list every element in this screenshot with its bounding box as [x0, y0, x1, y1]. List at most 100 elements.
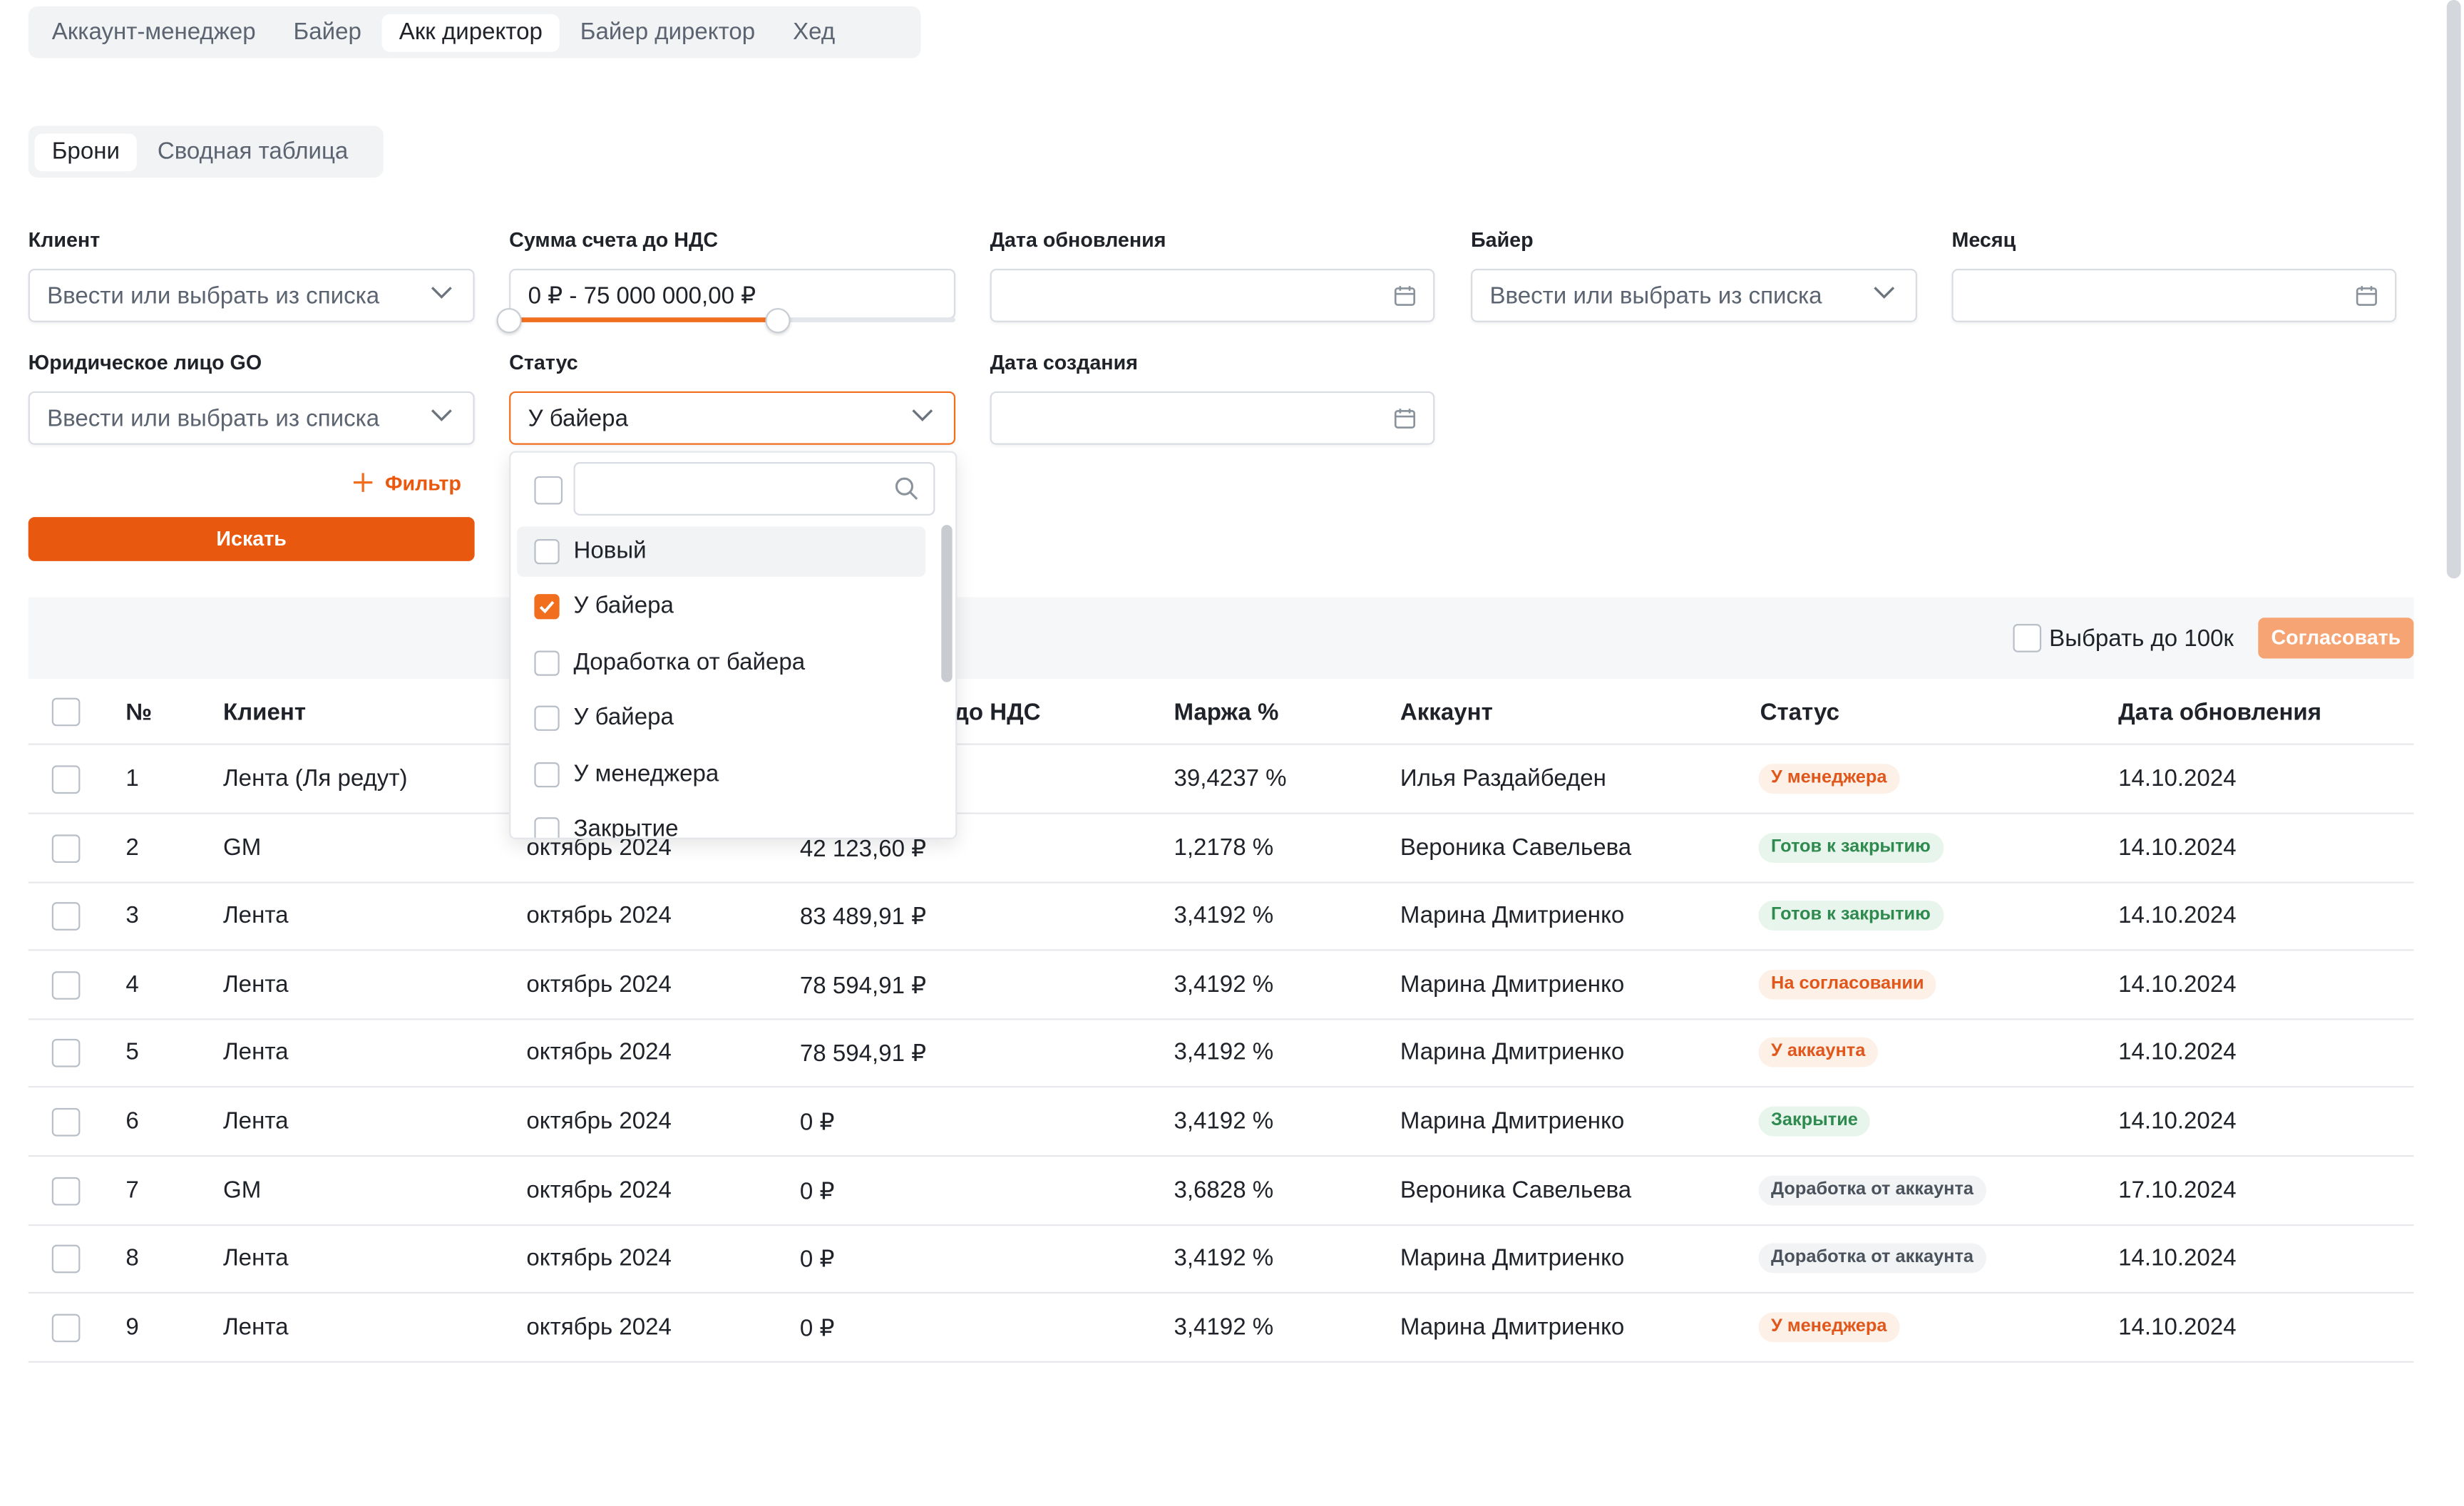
table-row[interactable]: 3 Лента октябрь 2024 83 489,91 ₽ 3,4192 % Мар…: [28, 882, 2414, 951]
status-option[interactable]: У байера: [517, 693, 925, 744]
status-badge: У менеджера: [1758, 764, 1900, 794]
column-header-updated[interactable]: Дата обновления: [2118, 699, 2322, 727]
select-all-checkbox[interactable]: [51, 697, 81, 727]
tab-head[interactable]: Хед: [793, 18, 836, 45]
row-sum: 78 594,91 ₽: [799, 972, 927, 1000]
tab-buyer[interactable]: Байер: [293, 18, 361, 45]
search-button[interactable]: Искать: [28, 517, 475, 561]
row-checkbox[interactable]: [51, 1107, 81, 1137]
column-header-number[interactable]: №: [125, 699, 153, 727]
status-option[interactable]: Доработка от байера: [517, 637, 925, 688]
column-header-account[interactable]: Аккаунт: [1400, 699, 1493, 727]
row-client: Лента: [222, 970, 289, 998]
table-row[interactable]: 5 Лента октябрь 2024 78 594,91 ₽ 3,4192 % Мар…: [28, 1019, 2414, 1089]
row-checkbox[interactable]: [51, 1176, 81, 1205]
status-select-value: У байера: [528, 405, 628, 433]
column-header-margin[interactable]: Маржа %: [1174, 699, 1279, 727]
row-checkbox[interactable]: [51, 902, 81, 931]
sum-range-field[interactable]: 0 ₽ - 75 000 000,00 ₽: [509, 268, 956, 319]
row-client: Лента (Ля редут): [222, 765, 408, 792]
legal-entity-placeholder: Ввести или выбрать из списка: [47, 405, 380, 433]
status-option-label: У менеджера: [573, 759, 719, 787]
row-client: Лента: [222, 902, 289, 930]
created-date-picker[interactable]: [990, 391, 1435, 445]
tab-account-manager[interactable]: Аккаунт-менеджер: [51, 18, 256, 45]
row-checkbox[interactable]: [51, 765, 81, 794]
row-checkbox[interactable]: [51, 834, 81, 863]
status-option[interactable]: У байера: [517, 582, 925, 632]
legal-entity-select[interactable]: Ввести или выбрать из списка: [28, 391, 475, 445]
dropdown-scrollbar[interactable]: [941, 525, 953, 682]
buyer-label: Байер: [1471, 227, 1534, 252]
checkbox[interactable]: [534, 650, 560, 676]
row-checkbox[interactable]: [51, 1313, 81, 1342]
search-icon: [895, 477, 918, 500]
approve-button[interactable]: Согласовать: [2258, 618, 2414, 659]
month-picker[interactable]: [1951, 268, 2397, 322]
table-row[interactable]: 9 Лента октябрь 2024 0 ₽ 3,4192 % Марина Дмит…: [28, 1294, 2414, 1363]
sum-range-max-handle[interactable]: [766, 308, 791, 334]
checkbox[interactable]: [534, 539, 560, 565]
checkbox[interactable]: [534, 762, 560, 787]
checkbox[interactable]: [534, 817, 560, 838]
sum-range-track: [509, 317, 956, 322]
table-row[interactable]: 2 GM октябрь 2024 42 123,60 ₽1,2178 % Верони…: [28, 814, 2414, 883]
table-row[interactable]: 7 GM октябрь 2024 0 ₽ 3,6828 % Вероника Савел…: [28, 1156, 2414, 1226]
column-header-client[interactable]: Клиент: [222, 699, 307, 727]
tab-pivot-table[interactable]: Сводная таблица: [157, 137, 349, 165]
select-all-statuses-checkbox[interactable]: [534, 476, 563, 505]
table-row[interactable]: 6 Лента октябрь 2024 0 ₽ 3,4192 % Марина Дмит…: [28, 1087, 2414, 1157]
tab-account-director[interactable]: Акк директор: [381, 13, 560, 51]
updated-date-picker[interactable]: [990, 268, 1435, 322]
chevron-down-icon: [1874, 287, 1895, 299]
status-search-input[interactable]: [573, 462, 935, 516]
client-select[interactable]: Ввести или выбрать из списка: [28, 268, 475, 322]
created-date-label: Дата создания: [990, 350, 1138, 374]
table-header: [28, 679, 2414, 745]
buyer-select[interactable]: Ввести или выбрать из списка: [1471, 268, 1918, 322]
column-header-sum[interactable]: до НДС: [953, 699, 1041, 727]
row-checkbox[interactable]: [51, 1245, 81, 1274]
checkbox[interactable]: [534, 706, 560, 732]
row-checkbox[interactable]: [51, 970, 81, 1000]
status-option-label: Доработка от байера: [573, 648, 806, 676]
row-account: Марина Дмитриенко: [1400, 902, 1625, 930]
add-filter-label: Фильтр: [385, 471, 461, 495]
table-row[interactable]: 4 Лента октябрь 2024 78 594,91 ₽ 3,4192 % Мар…: [28, 951, 2414, 1020]
row-margin: 1,2178 %: [1174, 834, 1274, 861]
checkbox[interactable]: [2013, 624, 2042, 652]
row-margin: 3,4192 %: [1174, 1039, 1274, 1067]
client-label: Клиент: [28, 227, 101, 252]
status-option-label: У байера: [573, 593, 674, 620]
table-row[interactable]: 8 Лента октябрь 2024 0 ₽ 3,4192 % Марина Дмит…: [28, 1224, 2414, 1294]
row-client: Лента: [222, 1039, 289, 1067]
checked-checkbox[interactable]: [534, 595, 560, 620]
calendar-icon: [2356, 286, 2377, 306]
status-badge: Готов к закрытию: [1758, 901, 1944, 931]
tab-bookings[interactable]: Брони: [34, 133, 138, 171]
status-option[interactable]: Закрытие: [517, 804, 925, 838]
status-option[interactable]: У менеджера: [517, 749, 925, 799]
row-sum: 83 489,91 ₽: [799, 903, 927, 931]
tab-buyer-director[interactable]: Байер директор: [580, 18, 756, 45]
row-account: Марина Дмитриенко: [1400, 1107, 1625, 1135]
status-option[interactable]: Новый: [517, 526, 926, 577]
row-month: октябрь 2024: [526, 970, 672, 998]
row-checkbox[interactable]: [51, 1039, 81, 1068]
page-scrollbar[interactable]: [2446, 0, 2461, 579]
status-select[interactable]: У байера: [509, 391, 956, 445]
row-updated: 17.10.2024: [2118, 1176, 2237, 1204]
sum-range-min-handle[interactable]: [496, 308, 522, 334]
row-number: 8: [125, 1245, 139, 1272]
add-filter-button[interactable]: Фильтр: [352, 468, 461, 497]
status-option-label: У байера: [573, 704, 674, 732]
row-margin: 3,6828 %: [1174, 1176, 1274, 1204]
select-100k-checkbox[interactable]: Выбрать до 100к: [2013, 624, 2234, 652]
status-dropdown: Новый У байера Доработка от байера У байера…: [509, 451, 958, 839]
month-label: Месяц: [1951, 227, 2016, 252]
row-month: октябрь 2024: [526, 1039, 672, 1067]
table-row[interactable]: 1 Лента (Ля редут) 39,4237 % Илья Раздайбед…: [28, 745, 2414, 814]
column-header-status[interactable]: Статус: [1760, 699, 1840, 727]
row-updated: 14.10.2024: [2118, 1107, 2237, 1135]
role-tabs: Аккаунт-менеджер Байер Акк директор Байе…: [28, 6, 921, 58]
